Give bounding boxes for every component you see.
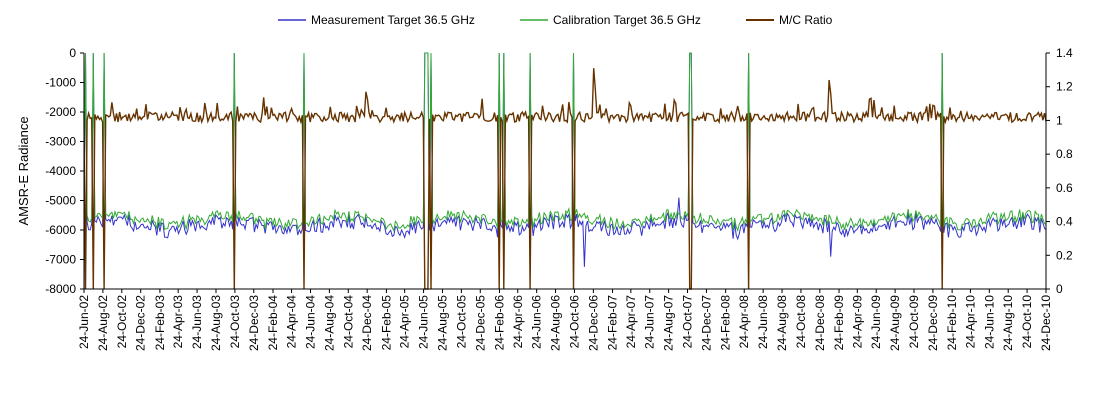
legend-label: Measurement Target 36.5 GHz xyxy=(311,13,475,27)
x-tick-label: 24-Feb-09 xyxy=(832,295,846,351)
legend-label: Calibration Target 36.5 GHz xyxy=(553,13,701,27)
x-tick-label: 24-Jun-03 xyxy=(190,295,204,349)
x-tick-label: 24-Aug-02 xyxy=(96,295,110,351)
x-tick-label: 24-Oct-07 xyxy=(681,295,695,349)
x-tick-label: 24-Aug-03 xyxy=(209,295,223,351)
y-axis-right: 1.4 1.2 1 0.8 0.6 0.4 0.2 0 xyxy=(1045,46,1073,296)
x-tick-label: 24-Jun-02 xyxy=(77,295,91,349)
x-tick-label: 24-Apr-08 xyxy=(737,295,751,349)
x-tick-label: 24-Oct-05 xyxy=(454,295,468,349)
x-tick-label: 24-Aug-10 xyxy=(1001,295,1015,351)
x-tick-label: 24-Apr-04 xyxy=(285,295,299,349)
x-tick-label: 24-Feb-06 xyxy=(492,295,506,351)
y-right-tick-label: 0 xyxy=(1056,282,1063,296)
y-left-tick-label: -8000 xyxy=(45,282,76,296)
x-tick-label: 24-Dec-05 xyxy=(473,295,487,351)
y-axis-left: 0 -1000 -2000 -3000 -4000 -5000 -6000 -7000 -800… xyxy=(45,46,85,296)
x-tick-label: 24-Dec-04 xyxy=(360,295,374,351)
y-left-tick-label: -4000 xyxy=(45,164,76,178)
x-tick-label: 24-Feb-03 xyxy=(153,295,167,351)
y-left-tick-label: -6000 xyxy=(45,223,76,237)
x-tick-label: 24-Aug-07 xyxy=(662,295,676,351)
x-tick-label: 24-Apr-06 xyxy=(511,295,525,349)
x-tick-label: 24-Jun-10 xyxy=(982,295,996,349)
y-right-tick-label: 0.8 xyxy=(1056,147,1073,161)
series-measurement-line xyxy=(83,52,1047,267)
x-tick-label: 24-Dec-10 xyxy=(1039,295,1053,351)
x-tick-label: 24-Oct-06 xyxy=(567,295,581,349)
y-left-tick-label: -2000 xyxy=(45,105,76,119)
x-tick-label: 24-Dec-09 xyxy=(926,295,940,351)
legend: Measurement Target 36.5 GHz Calibration T… xyxy=(278,13,833,27)
x-tick-label: 24-Feb-04 xyxy=(266,295,280,351)
x-tick-label: 24-Oct-02 xyxy=(115,295,129,349)
x-tick-label: 24-Feb-08 xyxy=(719,295,733,351)
series-calibration-line xyxy=(83,52,1047,233)
x-tick-label: 24-Apr-05 xyxy=(398,295,412,349)
y-right-tick-label: 1 xyxy=(1056,113,1063,127)
x-tick-label: 24-Jun-04 xyxy=(303,295,317,349)
y-right-tick-label: 1.2 xyxy=(1056,80,1073,94)
x-tick-label: 24-Oct-09 xyxy=(907,295,921,349)
x-tick-label: 24-Dec-08 xyxy=(813,295,827,351)
x-tick-label: 24-Dec-07 xyxy=(699,295,713,351)
y-right-tick-label: 0.6 xyxy=(1056,181,1073,195)
y-left-tick-label: -7000 xyxy=(45,253,76,267)
x-tick-label: 24-Jun-06 xyxy=(530,295,544,349)
x-tick-label: 24-Dec-03 xyxy=(247,295,261,351)
x-tick-label: 24-Feb-07 xyxy=(606,295,620,351)
x-tick-label: 24-Jun-09 xyxy=(869,295,883,349)
y-left-tick-label: -5000 xyxy=(45,194,76,208)
y-right-tick-label: 1.4 xyxy=(1056,46,1073,60)
y-axis-title: AMSR-E Radiance xyxy=(16,116,31,225)
x-tick-label: 24-Apr-07 xyxy=(624,295,638,349)
y-right-tick-label: 0.4 xyxy=(1056,215,1073,229)
x-tick-label: 24-Dec-02 xyxy=(134,295,148,351)
x-axis: 24-Jun-02 24-Aug-02 24-Oct-02 24-Dec-02 24-F… xyxy=(77,288,1053,351)
plot-area xyxy=(83,52,1047,290)
x-tick-label: 24-Aug-08 xyxy=(775,295,789,351)
x-tick-label: 24-Dec-06 xyxy=(586,295,600,351)
x-tick-label: 24-Feb-05 xyxy=(379,295,393,351)
x-tick-label: 24-Jun-08 xyxy=(756,295,770,349)
x-tick-label: 24-Aug-05 xyxy=(435,295,449,351)
y-left-tick-label: -3000 xyxy=(45,135,76,149)
x-tick-label: 24-Apr-10 xyxy=(963,295,977,349)
y-left-tick-label: 0 xyxy=(69,46,76,60)
x-tick-label: 24-Apr-03 xyxy=(171,295,185,349)
x-tick-label: 24-Aug-04 xyxy=(322,295,336,351)
legend-label: M/C Ratio xyxy=(779,13,833,27)
x-tick-label: 24-Jun-05 xyxy=(417,295,431,349)
x-tick-label: 24-Apr-09 xyxy=(850,295,864,349)
x-tick-label: 24-Oct-03 xyxy=(228,295,242,349)
x-tick-label: 24-Feb-10 xyxy=(945,295,959,351)
y-right-tick-label: 0.2 xyxy=(1056,248,1073,262)
x-tick-label: 24-Jun-07 xyxy=(643,295,657,349)
x-tick-label: 24-Aug-09 xyxy=(888,295,902,351)
x-tick-label: 24-Aug-06 xyxy=(549,295,563,351)
series-ratio-line xyxy=(83,68,1047,290)
x-tick-label: 24-Oct-10 xyxy=(1020,295,1034,349)
x-tick-label: 24-Oct-04 xyxy=(341,295,355,349)
x-tick-label: 24-Oct-08 xyxy=(794,295,808,349)
y-left-tick-label: -1000 xyxy=(45,76,76,90)
